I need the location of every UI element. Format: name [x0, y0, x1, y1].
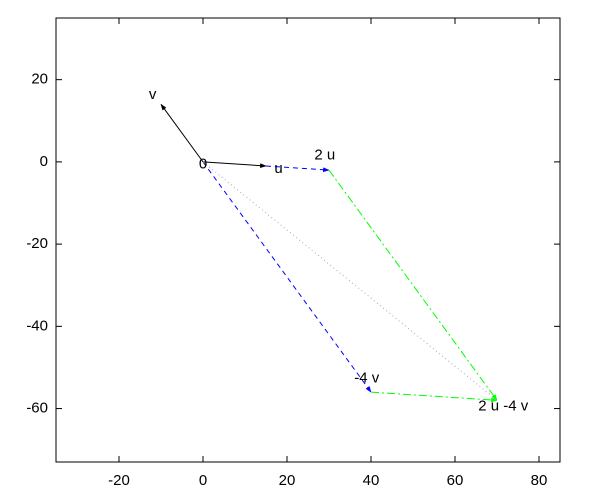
vector-segment — [370, 391, 498, 401]
vector-segment — [202, 161, 372, 393]
annotation: -4 v — [354, 370, 380, 387]
x-tick-label: 0 — [199, 472, 207, 489]
y-tick-label: -40 — [26, 317, 48, 334]
y-tick-label: 0 — [40, 153, 48, 170]
x-tick-label: 20 — [279, 472, 296, 489]
x-tick-label: -20 — [108, 472, 130, 489]
y-tick-label: -20 — [26, 235, 48, 252]
vector-segment — [202, 161, 267, 167]
y-tick-label: -60 — [26, 400, 48, 417]
plot-frame — [55, 17, 561, 463]
annotation: 2 u — [314, 147, 335, 164]
x-tick-label: 60 — [447, 472, 464, 489]
arrow-head — [490, 397, 498, 403]
vector-segment — [265, 165, 330, 171]
vector-segment — [328, 169, 498, 401]
y-tick-label: 20 — [31, 71, 48, 88]
annotation: v — [149, 86, 157, 103]
annotation: u — [274, 160, 282, 177]
x-tick-label: 40 — [363, 472, 380, 489]
x-tick-label: 80 — [531, 472, 548, 489]
arrow-head — [322, 167, 330, 173]
vector-segment — [160, 104, 204, 163]
arrow-head — [365, 385, 372, 393]
annotation: 0 — [199, 156, 207, 173]
vector-segment — [202, 161, 498, 401]
arrow-head — [259, 163, 267, 169]
annotation: 2 u -4 v — [478, 397, 529, 414]
arrow-head — [160, 103, 167, 111]
